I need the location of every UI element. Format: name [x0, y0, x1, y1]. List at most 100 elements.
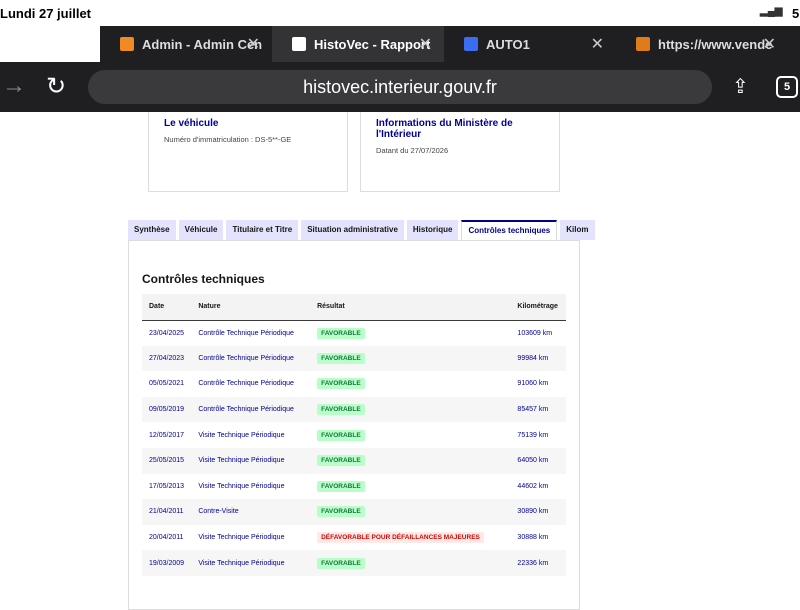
table-row: 21/04/2011 Contre-Visite FAVORABLE 30890 km: [142, 499, 566, 525]
km-cell: 44602 km: [517, 482, 549, 490]
km-cell: 30888 km: [517, 534, 549, 542]
km-cell: 103609 km: [517, 329, 553, 337]
tab-title: Admin - Admin Cen: [142, 36, 263, 52]
nature-cell: Visite Technique Périodique: [198, 431, 285, 439]
table-row: 19/03/2009 Visite Technique Périodique FAV…: [142, 550, 566, 576]
date-cell: 17/05/2013: [149, 482, 185, 490]
nav-tab[interactable]: Titulaire et Titre: [226, 220, 299, 240]
tab-title: https://www.vende: [658, 36, 773, 52]
date-cell: 05/05/2021: [149, 380, 185, 388]
favicon: [636, 37, 650, 51]
browser-tab[interactable]: https://www.vende ✕: [616, 26, 788, 62]
nature-cell: Contrôle Technique Périodique: [191, 345, 311, 372]
table-row: 17/05/2013 Visite Technique Périodique FAV…: [142, 474, 566, 500]
nav-tab[interactable]: Historique: [406, 220, 459, 240]
result-cell: FAVORABLE: [310, 499, 511, 525]
browser-tab[interactable]: AUTO1 ✕: [444, 26, 616, 62]
date-cell: 09/05/2019: [142, 396, 192, 423]
result-cell: FAVORABLE: [310, 371, 510, 397]
battery: 5: [792, 6, 800, 21]
km-cell: 91060 km: [517, 380, 549, 388]
info-card: Informations du Ministère de l'Intérieur…: [360, 112, 560, 192]
table-row: 23/04/2025 Contrôle Technique Périodique F…: [142, 320, 566, 346]
nav-tab[interactable]: Contrôles techniques: [461, 220, 558, 240]
close-tab[interactable]: ✕: [762, 36, 776, 53]
section-title: Contrôles techniques: [142, 272, 265, 286]
tab-count[interactable]: 5: [776, 76, 798, 98]
date-cell: 21/04/2011: [142, 499, 192, 525]
info-card: Le véhicule Numéro d'immatriculation : DS…: [148, 112, 348, 192]
km-cell: 30890 km: [510, 499, 566, 525]
km-cell: 75139 km: [517, 431, 549, 439]
date-cell: 25/05/2015: [142, 447, 192, 474]
result-badge: FAVORABLE: [317, 327, 365, 339]
favicon: [120, 37, 134, 51]
forward-button[interactable]: →: [2, 72, 26, 99]
nature-cell: Visite Technique Périodique: [198, 534, 285, 542]
result-cell: FAVORABLE: [310, 474, 510, 500]
date-cell: 20/04/2011: [149, 534, 184, 542]
nav-tab[interactable]: Kilom: [560, 220, 595, 240]
result-cell: FAVORABLE: [310, 320, 510, 346]
favicon: [464, 37, 478, 51]
table-row: 20/04/2011 Visite Technique Périodique DÉF…: [142, 525, 566, 551]
result-badge: FAVORABLE: [317, 455, 365, 467]
nav-tab[interactable]: Synthèse: [128, 220, 176, 240]
km-cell: 99984 km: [510, 345, 566, 372]
table-row: 05/05/2021 Contrôle Technique Périodique F…: [142, 371, 566, 397]
share-button[interactable]: ⇪: [732, 76, 749, 98]
close-tab[interactable]: ✕: [418, 36, 432, 53]
column-header: Résultat: [310, 294, 511, 321]
nature-cell: Visite Technique Périodique: [191, 447, 311, 474]
result-cell: DÉFAVORABLE POUR DÉFAILLANCES MAJEURES: [310, 525, 510, 551]
tab-bar: Admin - Admin Cen ✕ HistoVec - Rapport ✕ AUT…: [100, 26, 800, 62]
result-badge: FAVORABLE: [317, 378, 365, 390]
km-cell: 64050 km: [510, 447, 566, 474]
nav-tab[interactable]: Véhicule: [178, 220, 224, 240]
result-badge: FAVORABLE: [317, 352, 365, 364]
table-row: 12/05/2017 Visite Technique Périodique FAV…: [142, 422, 566, 448]
result-badge: FAVORABLE: [317, 480, 365, 492]
table-body: 23/04/2025 Contrôle Technique Périodique F…: [142, 320, 566, 576]
km-cell: 85457 km: [510, 396, 566, 423]
nature-cell: Visite Technique Périodique: [198, 482, 285, 490]
status-bar: Lundi 27 juillet ▂▄▆ 5: [0, 0, 800, 26]
favicon: [292, 37, 306, 51]
close-tab[interactable]: ✕: [590, 36, 604, 53]
result-badge: FAVORABLE: [317, 429, 365, 441]
tab-title: AUTO1: [486, 36, 530, 52]
result-badge: FAVORABLE: [317, 506, 365, 518]
nature-cell: Visite Technique Périodique: [191, 550, 311, 576]
card-title: Le véhicule: [164, 118, 219, 129]
reload-button[interactable]: ↻: [46, 73, 67, 100]
nature-cell: Contre-Visite: [191, 499, 311, 525]
address-bar[interactable]: histovec.interieur.gouv.fr: [88, 70, 712, 104]
table-row: 25/05/2015 Visite Technique Périodique FAV…: [142, 447, 566, 474]
close-tab[interactable]: ✕: [246, 36, 260, 53]
result-badge: FAVORABLE: [317, 557, 365, 569]
result-cell: FAVORABLE: [310, 550, 511, 576]
date-cell: 19/03/2009: [142, 550, 192, 576]
date-cell: 23/04/2025: [149, 329, 185, 337]
date-cell: 12/05/2017: [149, 431, 185, 439]
nature-cell: Contrôle Technique Périodique: [191, 396, 311, 423]
browser-tab[interactable]: Admin - Admin Cen ✕: [100, 26, 272, 62]
result-cell: FAVORABLE: [310, 396, 511, 423]
result-badge: FAVORABLE: [317, 404, 365, 416]
result-cell: FAVORABLE: [310, 447, 511, 474]
table-row: 09/05/2019 Contrôle Technique Périodique F…: [142, 396, 566, 423]
card-text: Datant du 27/07/2026: [376, 146, 449, 155]
result-badge: DÉFAVORABLE POUR DÉFAILLANCES MAJEURES: [317, 532, 484, 544]
column-header: Date: [142, 294, 192, 321]
result-cell: FAVORABLE: [310, 422, 510, 448]
browser-tab[interactable]: HistoVec - Rapport ✕: [272, 26, 444, 62]
card-text: Numéro d'immatriculation : DS-5**-GE: [164, 135, 292, 144]
signal: ▂▄▆: [760, 6, 783, 17]
nav-tab[interactable]: Situation administrative: [301, 220, 404, 240]
card-title: Informations du Ministère de l'Intérieur: [376, 118, 513, 140]
km-cell: 22336 km: [510, 550, 566, 576]
nature-cell: Contrôle Technique Périodique: [198, 380, 294, 388]
table-row: 27/04/2023 Contrôle Technique Périodique F…: [142, 345, 566, 372]
time: Lundi 27 juillet: [0, 6, 92, 21]
